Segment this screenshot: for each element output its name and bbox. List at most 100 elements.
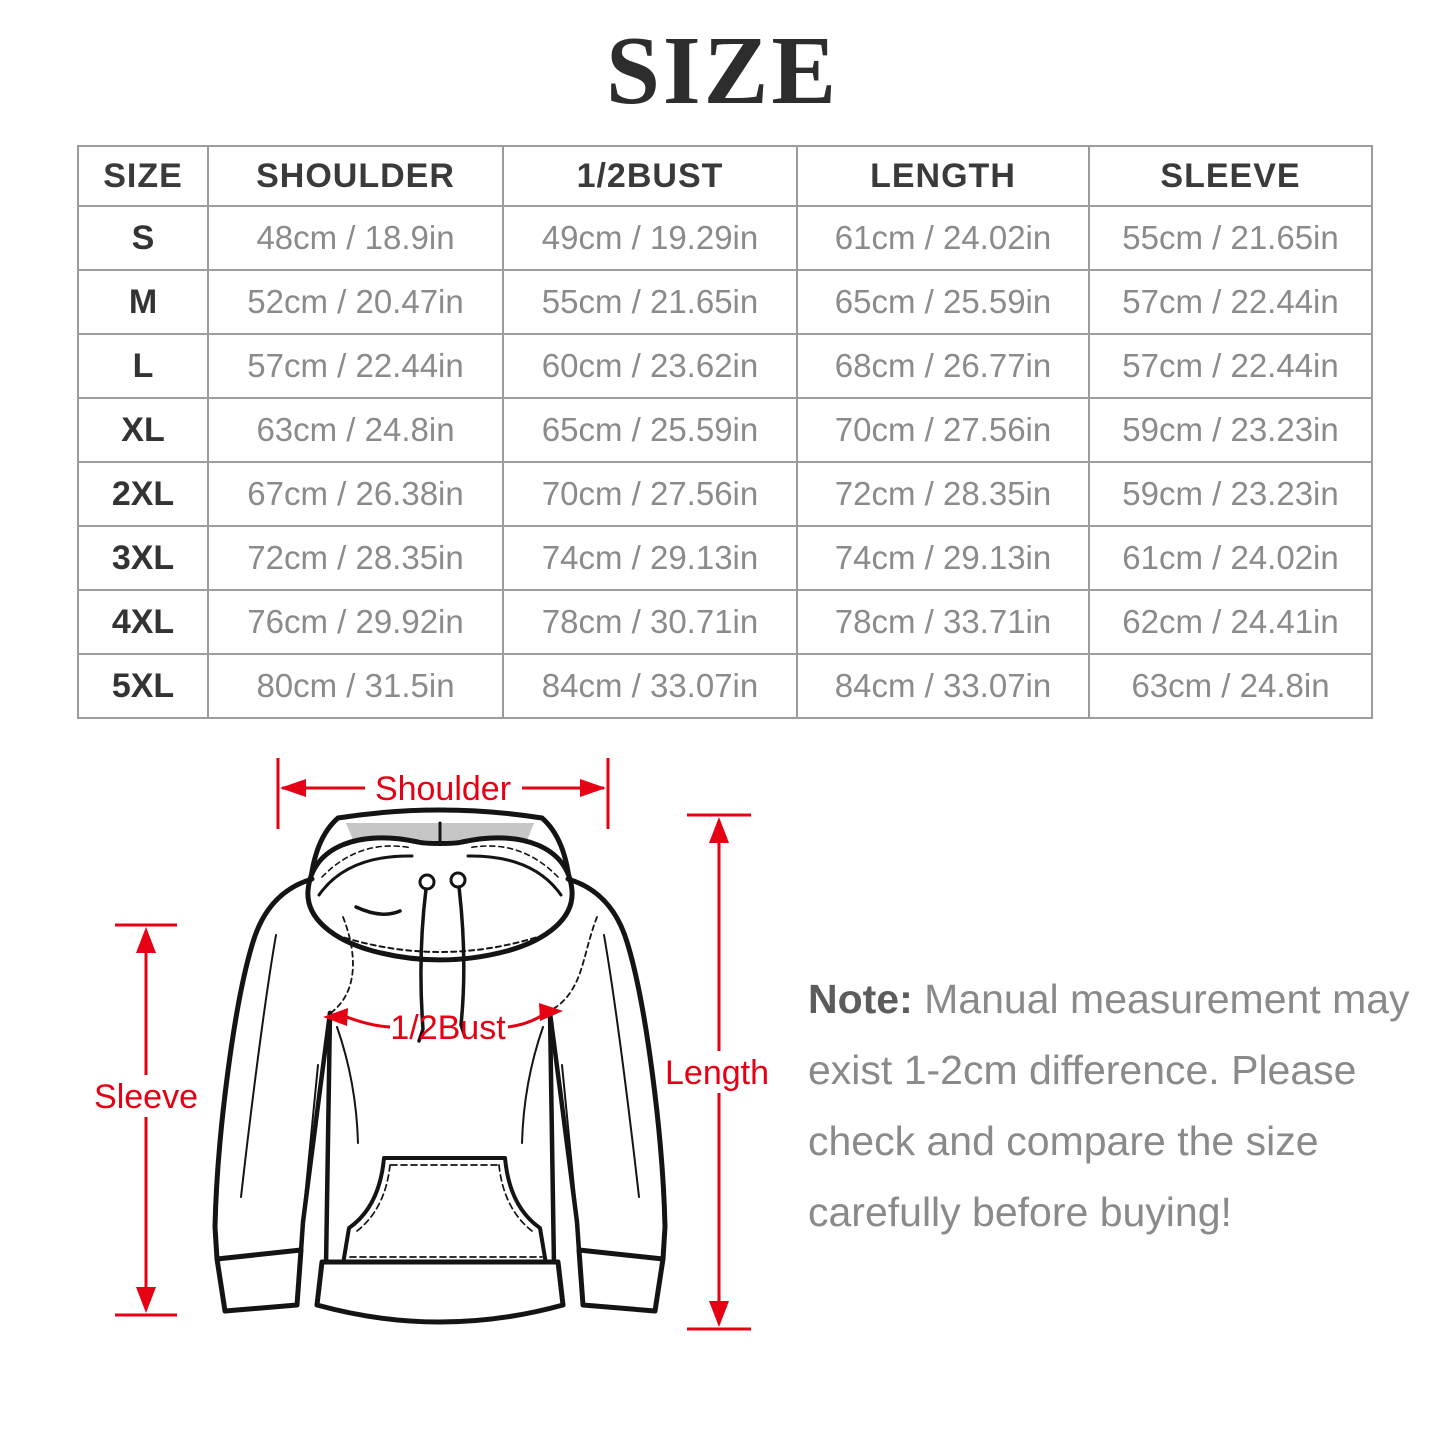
collar-stitch-bottom [335,934,545,953]
measurement-cell: 74cm / 29.13in [502,525,798,591]
table-row: M 52cm / 20.47in 55cm / 21.65in 65cm / 25.5… [77,269,1373,335]
note-line: Note: Manual measurement may [808,964,1410,1035]
size-cell: XL [77,397,209,463]
body-right-seam [547,1010,557,1269]
cowl-collar [305,835,575,963]
hoodie-measurement-diagram: Shoulder Length Sleeve 1/2Bust [94,758,769,1331]
half-bust-dimension: 1/2Bust [323,1003,563,1047]
measurement-cell: 55cm / 21.65in [1088,205,1373,271]
header-row: SIZE SHOULDER 1/2BUST LENGTH SLEEVE [77,145,1373,207]
collar-fold-left [317,854,414,897]
collar-fold-accent [354,905,402,916]
measurement-cell: 70cm / 27.56in [796,397,1090,463]
drawstring-left [417,887,428,1043]
length-label: Length [665,1054,769,1092]
measurement-cell: 70cm / 27.56in [502,461,798,527]
body-left-seam [323,1010,333,1269]
measurement-cell: 61cm / 24.02in [1088,525,1373,591]
table-row: 4XL 76cm / 29.92in 78cm / 30.71in 78cm / 33… [77,589,1373,655]
wrinkle-line [303,1064,319,1209]
arrowhead-right-icon [580,779,606,797]
size-table-header: SIZE SHOULDER 1/2BUST LENGTH SLEEVE [77,145,1373,207]
table-row: 2XL 67cm / 26.38in 70cm / 27.56in 72cm / 28… [77,461,1373,527]
measurement-cell: 84cm / 33.07in [796,653,1090,719]
bust-arrow-line-right [507,1012,545,1029]
size-cell: M [77,269,209,335]
measurement-cell: 80cm / 31.5in [207,653,504,719]
measurement-cell: 57cm / 22.44in [1088,269,1373,335]
table-row: L 57cm / 22.44in 60cm / 23.62in 68cm / 26.7… [77,333,1373,399]
measurement-cell: 55cm / 21.65in [502,269,798,335]
measurement-cell: 78cm / 30.71in [502,589,798,655]
measurement-cell: 63cm / 24.8in [207,397,504,463]
arrowhead-left-icon [323,1008,348,1026]
hood-top-edge [335,807,545,821]
wrinkle-line [336,1026,359,1144]
pocket-stitch [356,1164,391,1232]
left-armhole-stitch [331,916,354,1013]
pocket-outline [341,1156,548,1266]
shoulder-dimension: Shoulder [276,758,610,829]
measurement-cell: 72cm / 28.35in [207,525,504,591]
size-cell: 5XL [77,653,209,719]
size-cell: 3XL [77,525,209,591]
collar-fold-right [466,854,563,897]
collar-stitch-right [467,845,559,878]
measurement-cell: 61cm / 24.02in [796,205,1090,271]
left-cuff [214,1247,304,1314]
measurement-cell: 60cm / 23.62in [502,333,798,399]
note-label: Note: [808,976,913,1022]
arrowhead-down-icon [709,1301,729,1327]
pocket-stitch [498,1164,533,1232]
right-armhole-stitch [547,916,598,1013]
measurement-cell: 52cm / 20.47in [207,269,504,335]
measurement-cell: 72cm / 28.35in [796,461,1090,527]
measurement-cell: 57cm / 22.44in [1088,333,1373,399]
wrinkle-line [603,934,640,1198]
size-chart-table: SIZE SHOULDER 1/2BUST LENGTH SLEEVE S 48c… [77,145,1373,719]
measurement-cell: 67cm / 26.38in [207,461,504,527]
shoulder-label: Shoulder [375,770,511,808]
measurement-cell: 48cm / 18.9in [207,205,504,271]
arrowhead-right-icon [539,1003,563,1021]
arrowhead-up-icon [709,817,729,843]
left-sleeve-outer [212,876,315,1262]
table-row: 5XL 80cm / 31.5in 84cm / 33.07in 84cm / 33.… [77,653,1373,719]
drawstring-right [457,885,467,1039]
table-row: XL 63cm / 24.8in 65cm / 25.59in 70cm / 27.5… [77,397,1373,463]
measurement-cell: 62cm / 24.41in [1088,589,1373,655]
right-cuff [576,1247,666,1314]
header-shoulder: SHOULDER [207,145,504,207]
note-line: check and compare the size [808,1118,1319,1164]
collar-stitch-left [321,845,413,878]
right-sleeve-inner [547,1010,582,1254]
measurement-cell: 76cm / 29.92in [207,589,504,655]
header-size: SIZE [77,145,209,207]
sleeve-dimension: Sleeve [94,923,198,1317]
measurement-cell: 49cm / 19.29in [502,205,798,271]
measurement-cell: 84cm / 33.07in [502,653,798,719]
left-sleeve-inner [298,1010,333,1254]
page-title: SIZE [605,17,840,124]
measurement-cell: 59cm / 23.23in [1088,461,1373,527]
eyelet-right [449,871,467,889]
size-cell: L [77,333,209,399]
measurement-cell: 65cm / 25.59in [502,397,798,463]
header-sleeve: SLEEVE [1088,145,1373,207]
wrinkle-line [521,1026,544,1144]
sleeve-label: Sleeve [94,1078,198,1116]
size-cell: S [77,205,209,271]
measurement-cell: 74cm / 29.13in [796,525,1090,591]
eyelet-left [418,873,436,891]
note-line: exist 1-2cm difference. Please [808,1047,1357,1093]
table-row: S 48cm / 18.9in 49cm / 19.29in 61cm / 24.02… [77,205,1373,271]
size-cell: 4XL [77,589,209,655]
measurement-cell: 57cm / 22.44in [207,333,504,399]
hoodie-drawing [212,807,668,1325]
arrowhead-down-icon [136,1287,156,1313]
wrinkle-line [561,1064,577,1209]
arrowhead-left-icon [280,779,306,797]
measurement-cell: 65cm / 25.59in [796,269,1090,335]
note-line: carefully before buying! [808,1189,1232,1235]
right-sleeve-outer [565,876,668,1262]
